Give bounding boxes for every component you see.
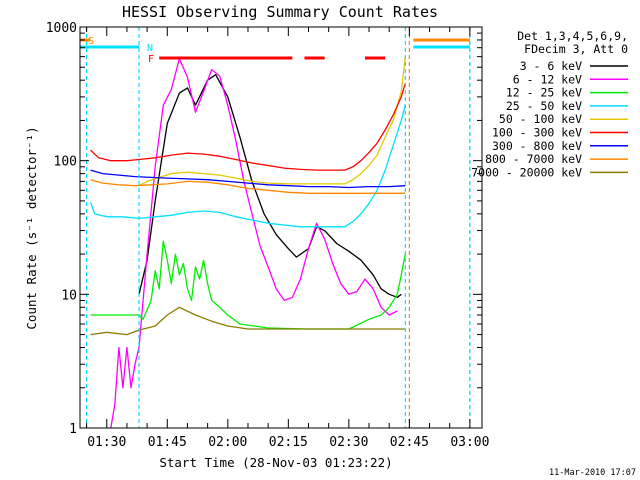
x-tick-label-02-45: 02:45 [390,435,429,450]
x-tick-label-02-30: 02:30 [329,435,368,450]
overlay-layer: S NF [80,27,471,428]
x-tick-label-02-15: 02:15 [269,435,308,450]
legend-label-6-12-kev: 6 - 12 keV [513,72,582,86]
legend-label-800-7000-kev: 800 - 7000 keV [485,152,582,166]
y-tick-label-1: 1 [69,422,77,437]
x-tick-label-02-00: 02:00 [208,435,247,450]
y-tick-label-1000: 1000 [46,21,77,36]
series-line-6-12-kev [110,57,398,429]
series-line-25-50-kev [89,105,406,228]
flag-label-s: S [88,36,94,47]
series-line-100-300-kev [90,83,406,171]
chart-title: HESSI Observing Summary Count Rates [122,3,438,21]
y-tick-label-100: 100 [54,155,77,170]
legend-label-300-800-kev: 300 - 800 keV [492,139,582,153]
series-line-12-25-kev [90,240,406,330]
flag-label-f: F [148,54,154,65]
series-line-50-100-kev [138,56,406,187]
legend-label-50-100-kev: 50 - 100 keV [499,112,582,126]
legend-label-12-25-kev: 12 - 25 keV [506,86,582,100]
legend-header-1: Det 1,3,4,5,6,9, [517,29,628,43]
axes-layer: 1 10 100 1000 01:30 01:45 02:00 02:15 02:30 02:45… [46,21,490,450]
legend-label-100-300-kev: 100 - 300 keV [492,126,582,140]
legend-label-25-50-kev: 25 - 50 keV [506,99,582,113]
x-tick-label-01-45: 01:45 [148,435,187,450]
series-layer [89,56,406,429]
legend-label-3-6-kev: 3 - 6 keV [520,59,582,73]
series-line-800-7000-kev [90,179,406,194]
plot-frame [79,26,483,429]
series-line-3-6-kev [138,74,402,298]
legend-header-2: FDecim 3, Att 0 [524,42,628,56]
x-axis-label: Start Time (28-Nov-03 01:23:22) [159,455,392,470]
y-axis-label: Count Rate (s⁻¹ detector⁻¹) [24,126,39,329]
footer-date: 11-Mar-2010 17:07 [549,468,636,478]
x-tick-label-03-00: 03:00 [450,435,489,450]
flag-label-n: N [147,43,153,54]
series-line-300-800-kev [90,169,406,189]
legend-label-7000-20000-kev: 7000 - 20000 keV [471,165,582,179]
series-line-7000-20000-kev [90,306,406,336]
x-tick-label-01-30: 01:30 [87,435,126,450]
y-tick-label-10: 10 [61,288,77,303]
